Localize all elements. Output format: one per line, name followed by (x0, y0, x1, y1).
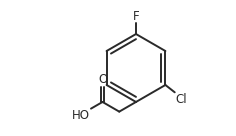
Text: Cl: Cl (175, 93, 187, 106)
Text: O: O (98, 73, 107, 86)
Text: HO: HO (72, 109, 90, 122)
Text: F: F (133, 10, 139, 23)
